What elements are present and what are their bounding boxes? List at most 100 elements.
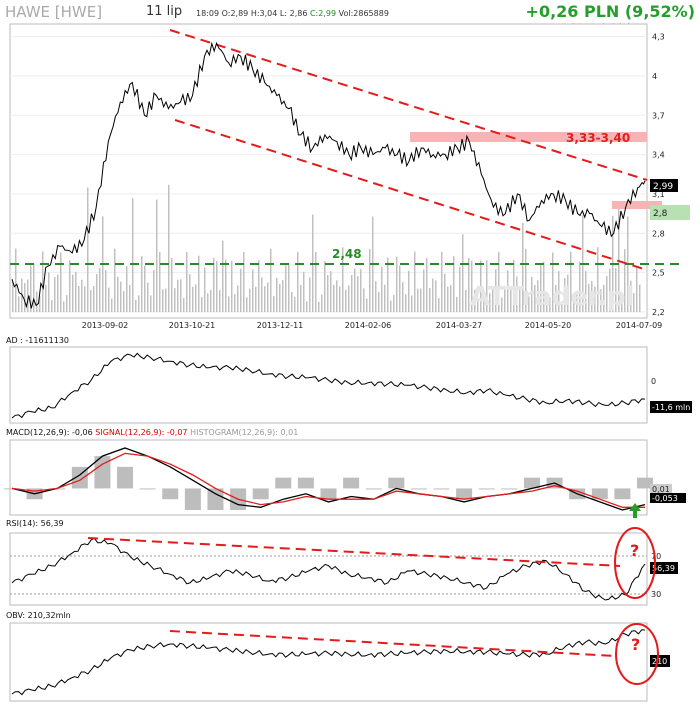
rsi-30-tick: 30 [651,590,661,599]
volume-bar [237,285,239,312]
volume-bar [63,301,65,312]
volume-bar [279,283,281,312]
price-x-tick: 2013-09-02 [82,321,129,330]
volume-bar [99,267,101,312]
price-y-tick: 2,8 [652,229,665,238]
macd-hist-bar [207,488,224,510]
volume-bar [405,294,407,312]
macd-hist-bar [117,466,134,489]
macd-last-text: -0,053 [652,494,678,503]
volume-bar [39,296,41,312]
volume-bar [465,289,467,312]
volume-bar [609,268,611,312]
volume-bar [231,260,233,312]
volume-bar [414,251,416,312]
volume-bar [480,260,482,312]
volume-bar [84,286,86,312]
volume-bar [474,289,476,312]
volume-bar [336,280,338,312]
volume-bar [333,284,335,312]
volume-bar [168,184,170,312]
volume-bar [204,267,206,312]
chart-header: HAWE [HWE] 11 lip 18:09 O:2,89 H:3,04 L:… [0,0,700,24]
volume-bar [306,301,308,312]
volume-bar [234,294,236,312]
volume-bar [201,297,203,312]
volume-bar [639,284,641,312]
price-x-tick: 2014-03-27 [436,321,483,330]
obv-highlight-ellipse [615,623,659,685]
volume-bar [156,199,158,312]
volume-bar [351,275,353,312]
volume-bar [564,277,566,312]
rsi-panel-label: RSI(14): 56,39 [6,519,64,528]
price-y-tick: 4,3 [652,33,665,42]
rsi-last-tag [650,562,678,574]
volume-bar [120,281,122,312]
volume-bar [141,256,143,312]
volume-bar [210,289,212,312]
volume-bar [192,286,194,312]
volume-bar [360,269,362,312]
macd-hist-bar [591,488,608,500]
volume-bar [78,286,80,312]
volume-value: Vol:2865889 [338,9,389,18]
up-arrow-icon [629,503,641,518]
volume-bar [153,269,155,312]
volume-bar [264,286,266,312]
volume-bar [207,293,209,312]
volume-bar [54,277,56,312]
rsi-70-tick: 70 [651,552,661,561]
volume-bar [60,252,62,312]
obv-series [11,629,646,696]
volume-bar [30,265,32,312]
volume-bar [12,282,14,312]
volume-bar [342,247,344,312]
macd-last-tag [650,493,686,503]
volume-bar [144,265,146,312]
volume-bar [330,271,332,312]
price-x-tick: 2013-10-21 [169,321,216,330]
price-y-tick: 2,5 [652,269,665,278]
volume-bar [309,277,311,312]
volume-bar [519,286,521,312]
volume-bar [270,248,272,312]
volume-bar [228,296,230,312]
volume-bar [321,294,323,312]
price-x-tick: 2013-12-11 [257,321,304,330]
price-x-tick: 2014-02-06 [345,321,392,330]
volume-bar [579,261,581,312]
volume-bar [111,298,113,312]
support-label: 2,48 [332,247,362,261]
volume-bar [90,289,92,312]
macd-hist-bar [637,477,653,489]
volume-bar [531,276,533,312]
volume-bar [147,282,149,312]
ohlc-readout: 18:09 O:2,89 H:3,04 L: 2,86 C:2,99 Vol:2… [196,9,389,18]
volume-bar [552,252,554,312]
volume-bar [387,257,389,312]
price-y-tick: 3,4 [652,151,665,160]
volume-bar [198,255,200,312]
macd-hist-bar [388,477,405,489]
volume-bar [510,287,512,312]
volume-bar [606,276,608,312]
volume-bar [327,274,329,312]
macd-hist-bar [501,488,518,490]
open-value: O:2,89 [221,9,249,18]
price-change: +0,26 PLN (9,52%) [525,2,695,21]
rsi-highlight-ellipse [614,527,656,599]
volume-bar [495,269,497,312]
volume-bar [423,269,425,312]
macd-hist-bar [523,477,540,489]
volume-bar [126,266,128,312]
ad-panel-label: AD : -11611130 [6,336,70,345]
volume-bar [384,284,386,312]
volume-bar [486,260,488,312]
volume-bar [216,261,218,312]
volume-bar [15,248,17,312]
volume-bar [462,234,464,312]
macd-series [11,447,646,511]
rsi-trend-line [87,537,621,567]
volume-bar [447,286,449,312]
